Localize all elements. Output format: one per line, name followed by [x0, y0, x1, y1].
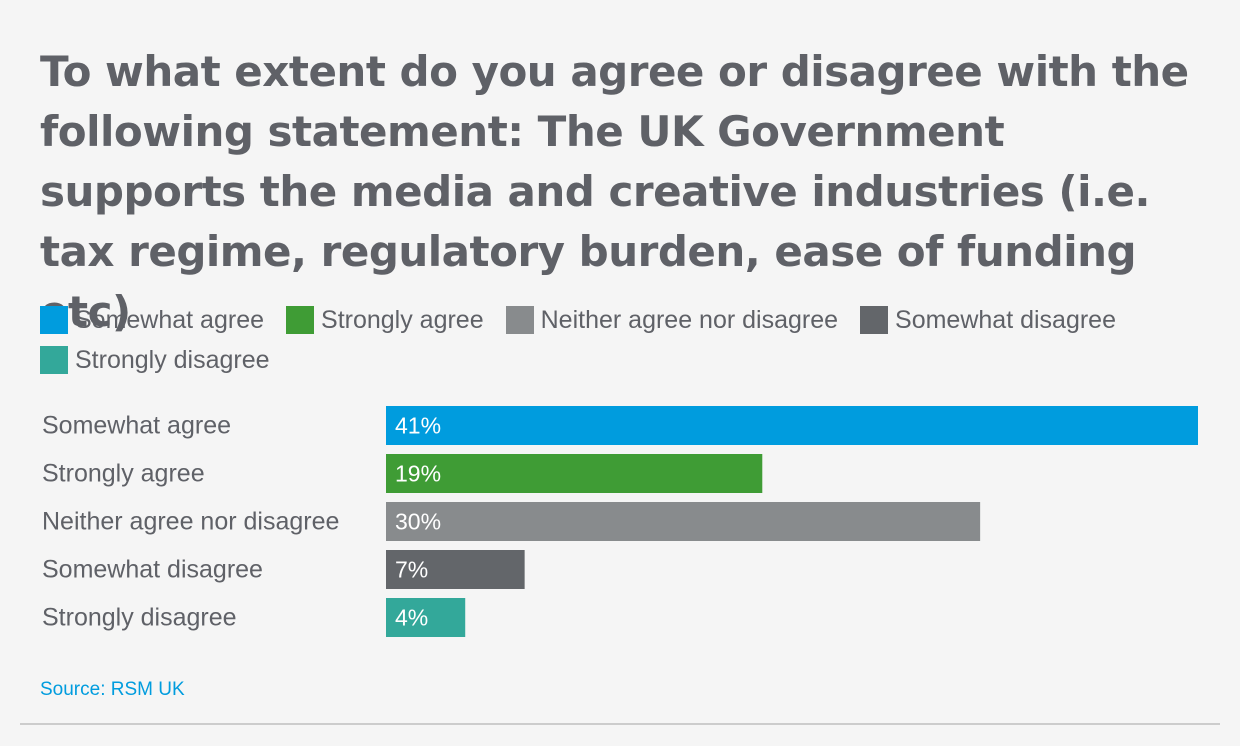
category-label-strongly-disagree: Strongly disagree — [42, 604, 237, 632]
legend-item-strongly-disagree: Strongly disagree — [40, 340, 270, 380]
category-label-neither-agree-nor-disagree: Neither agree nor disagree — [42, 508, 339, 536]
legend-swatch — [40, 346, 68, 374]
value-label-neither-agree-nor-disagree: 30% — [395, 509, 441, 535]
legend-swatch — [286, 306, 315, 334]
bar-somewhat-agree — [386, 406, 1198, 445]
legend-label: Strongly disagree — [75, 345, 270, 374]
bar-somewhat-disagree — [386, 550, 525, 589]
legend-label: Strongly agree — [321, 305, 484, 334]
value-label-strongly-disagree: 4% — [395, 605, 428, 631]
category-label-somewhat-disagree: Somewhat disagree — [42, 556, 263, 584]
legend-item-somewhat-disagree: Somewhat disagree — [860, 300, 1116, 340]
value-label-somewhat-agree: 41% — [395, 413, 441, 439]
bar-strongly-agree — [386, 454, 763, 493]
legend-item-neither-agree-nor-disagree: Neither agree nor disagree — [505, 300, 839, 340]
category-label-somewhat-agree: Somewhat agree — [42, 412, 231, 440]
legend-label: Somewhat agree — [75, 305, 265, 334]
category-label-strongly-agree: Strongly agree — [42, 460, 205, 488]
bar-neither-agree-nor-disagree — [386, 502, 981, 541]
value-label-somewhat-disagree: 7% — [395, 557, 428, 583]
legend-item-somewhat-agree: Somewhat agree — [40, 300, 264, 340]
legend-swatch — [860, 306, 889, 334]
bar-strongly-disagree — [386, 598, 466, 637]
legend-item-strongly-agree: Strongly agree — [286, 300, 484, 340]
legend-swatch — [505, 306, 534, 334]
legend-label: Somewhat disagree — [895, 305, 1116, 334]
bottom-divider — [20, 723, 1220, 725]
source-note: Source: RSM UK — [40, 679, 185, 700]
legend-label: Neither agree nor disagree — [540, 305, 839, 334]
chart-legend: Somewhat agree Strongly agree Neither agre… — [40, 300, 1220, 380]
legend-swatch — [40, 306, 68, 334]
value-label-strongly-agree: 19% — [395, 461, 441, 487]
